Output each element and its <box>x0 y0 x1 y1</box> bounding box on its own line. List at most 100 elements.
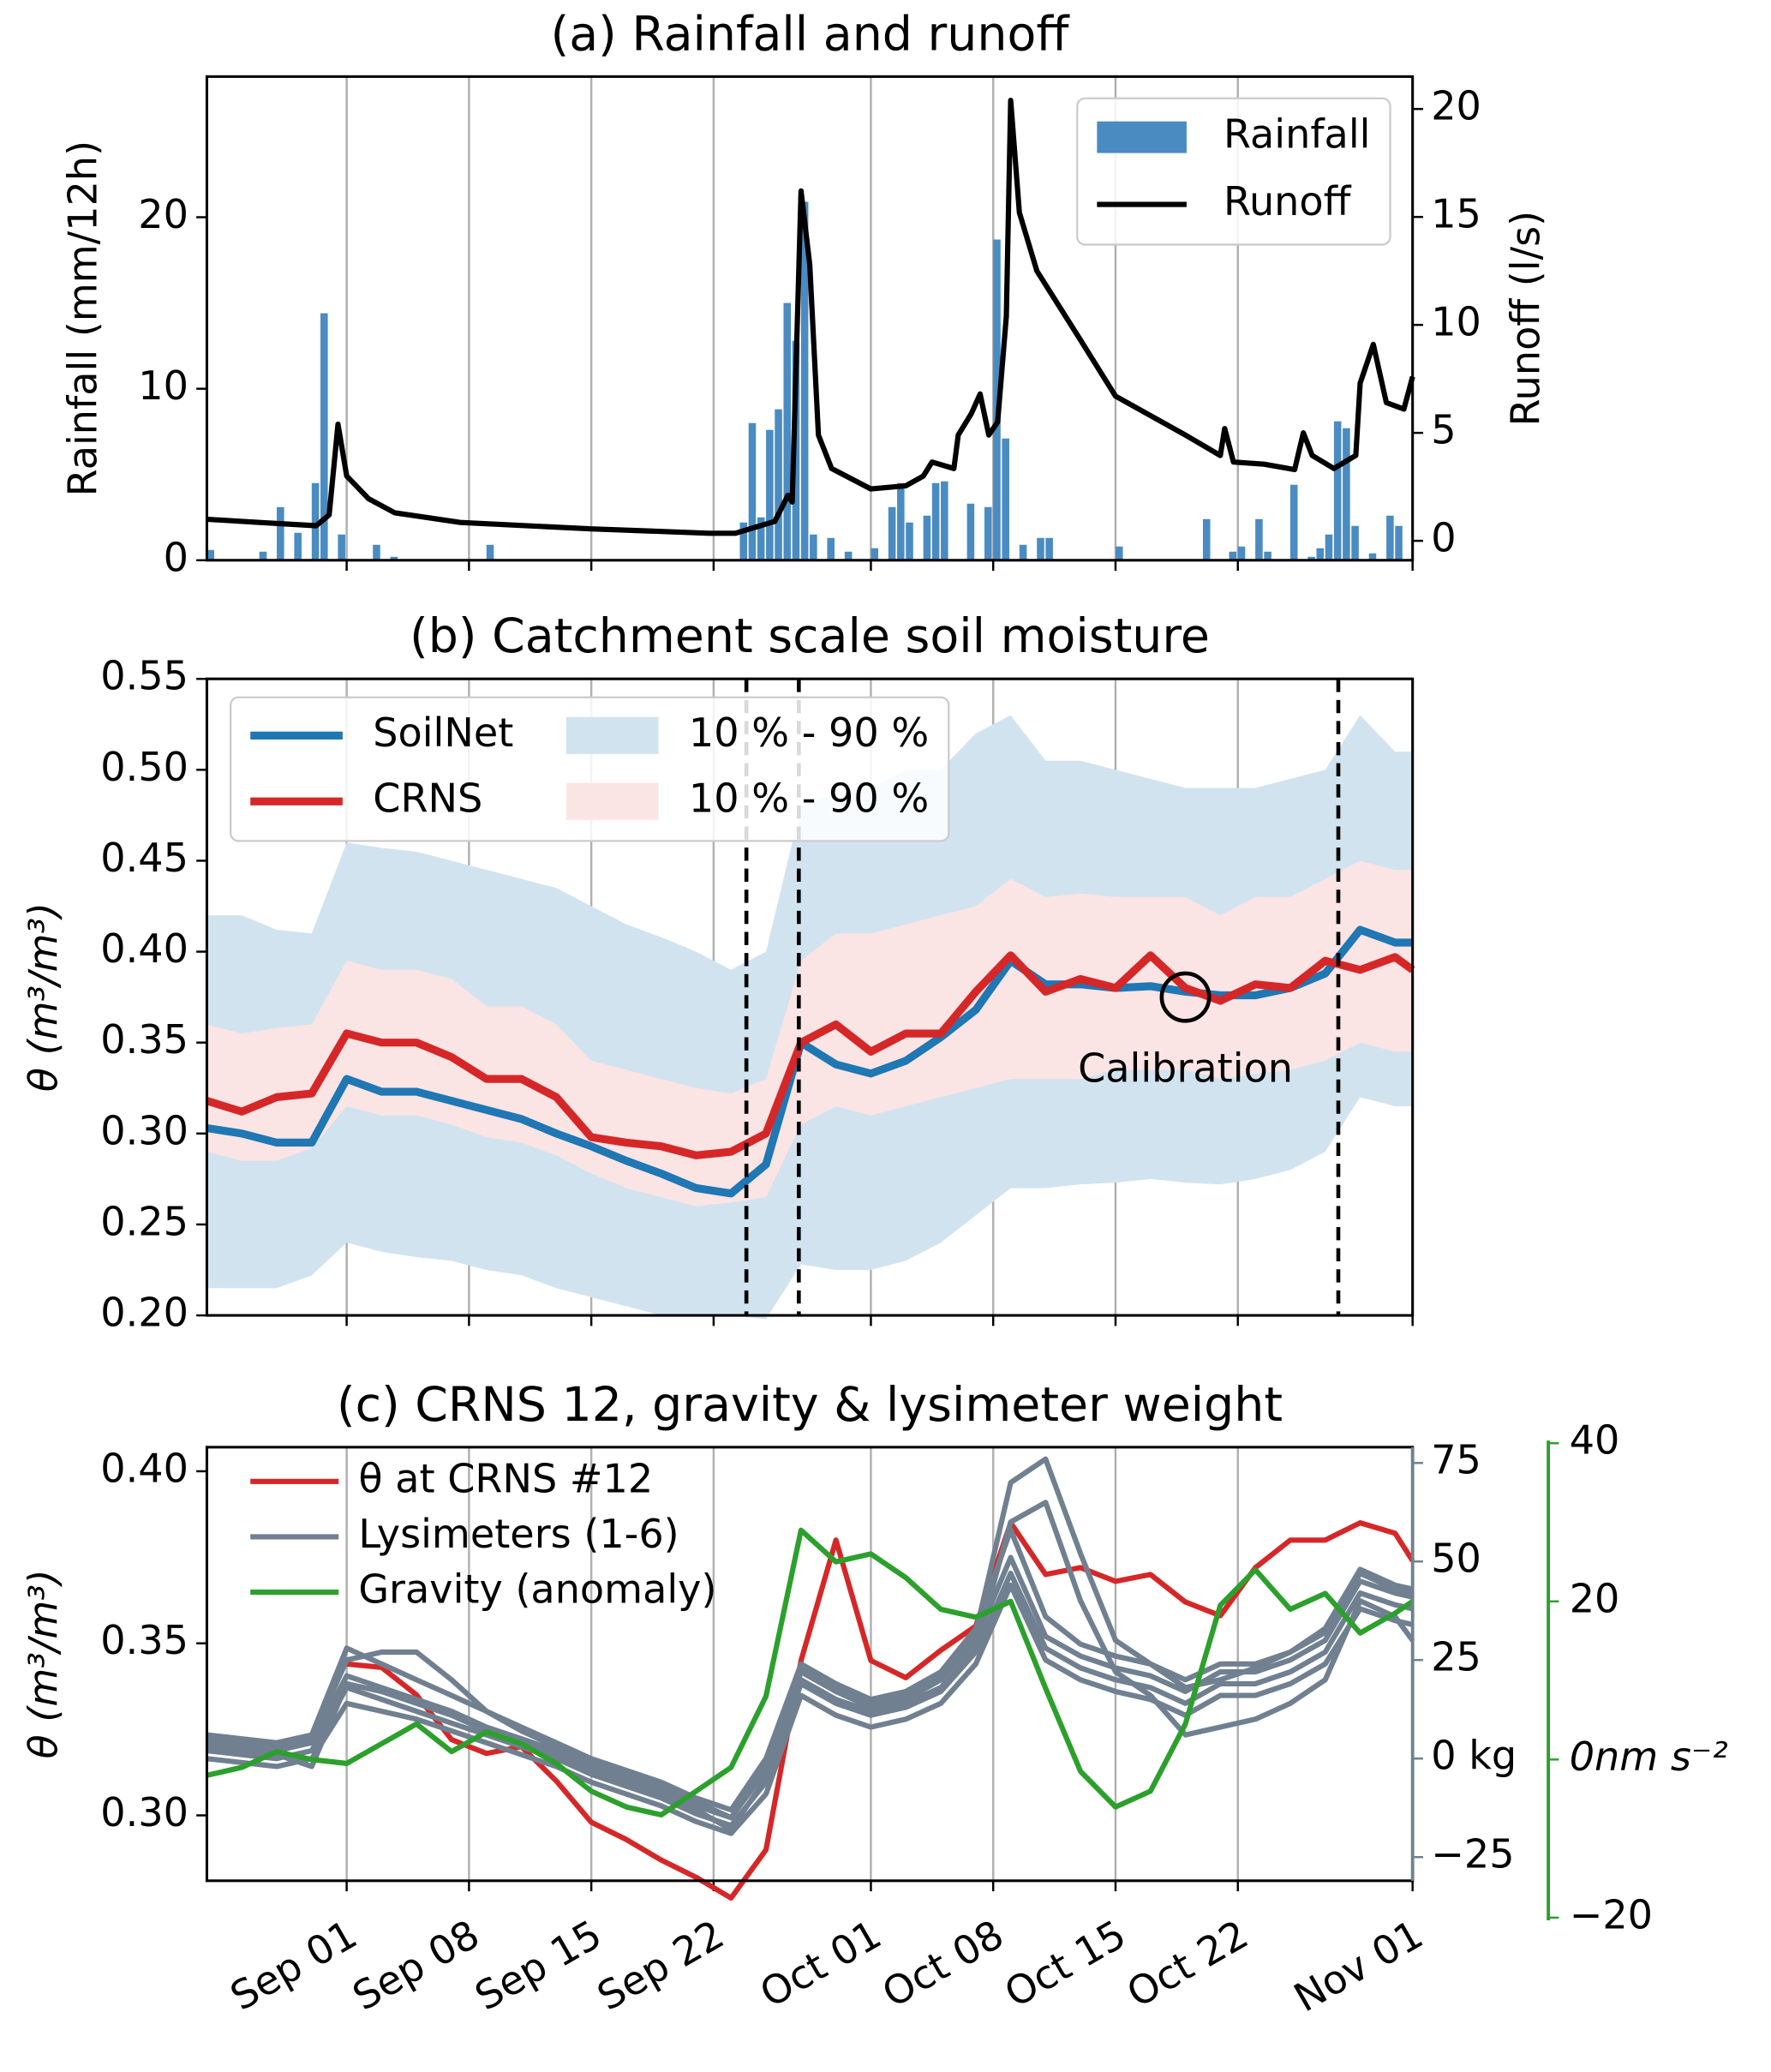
series-line <box>206 1500 1415 1833</box>
bar <box>311 482 320 560</box>
legend-label: CRNS <box>373 776 482 822</box>
legend-symbol <box>1097 121 1187 153</box>
bar <box>888 506 896 560</box>
bar <box>800 201 809 560</box>
y2-tick-label: −25 <box>1431 1831 1514 1877</box>
y2-tick-label: 15 <box>1431 191 1481 237</box>
bar <box>748 422 757 560</box>
bar <box>277 506 284 560</box>
plot-frame <box>205 677 1415 1317</box>
bar <box>783 302 792 560</box>
y3-tick-label: −20 <box>1570 1891 1653 1937</box>
y2-tick-label: 75 <box>1431 1437 1481 1483</box>
y3-tick-label: 20 <box>1570 1575 1620 1621</box>
y3-tick-label: 40 <box>1570 1417 1620 1464</box>
y-tick-label: 0.45 <box>100 835 188 881</box>
x-tick-label: Oct 22 <box>1119 1911 1256 2016</box>
y-tick-label: 0.35 <box>100 1016 188 1063</box>
bar <box>984 506 992 560</box>
bar <box>757 517 765 560</box>
legend-label: Lysimeters (1-6) <box>358 1511 679 1557</box>
legend-label: Runoff <box>1224 178 1352 225</box>
legend: θ at CRNS #12 Lysimeters (1-6) Gravity (an… <box>250 1455 716 1613</box>
bar <box>1202 518 1211 560</box>
x-tick-label: Nov 01 <box>1286 1911 1430 2021</box>
panel-title: (a) Rainfall and runoff <box>551 7 1071 62</box>
bar <box>206 549 215 560</box>
y2-tick-label: 20 <box>1431 83 1481 129</box>
legend-label: SoilNet <box>373 710 513 756</box>
bar <box>871 548 879 560</box>
bar <box>390 556 398 560</box>
bar <box>897 482 905 560</box>
series-line <box>206 1582 1414 1836</box>
bar <box>1229 551 1237 560</box>
legend-symbol <box>565 716 659 754</box>
annotation-circle <box>1159 971 1212 1023</box>
x-tick-label: Sep 01 <box>223 1911 365 2020</box>
y-tick-label: 0.40 <box>100 1445 188 1491</box>
y-tick-label: 0.25 <box>100 1198 188 1244</box>
y-tick-label: 0.50 <box>100 744 188 790</box>
bar <box>1351 525 1359 560</box>
bar <box>775 409 782 560</box>
bar <box>1325 534 1333 560</box>
bar <box>1045 537 1053 560</box>
bar <box>1115 546 1123 560</box>
bar <box>320 313 328 560</box>
y2-tick-label: 5 <box>1431 407 1456 453</box>
band <box>206 860 1413 1207</box>
bar <box>844 551 853 560</box>
y-tick-label: 10 <box>138 362 188 409</box>
legend: SoilNet CRNS 10 % - 90 % 10 % - 90 % <box>229 696 950 842</box>
x-tick-label: Sep 15 <box>467 1911 609 2020</box>
panel-title: (b) Catchment scale soil moisture <box>410 609 1210 664</box>
y2-tick-label: 25 <box>1431 1634 1481 1680</box>
bar <box>906 522 913 560</box>
y2-tick-label: 10 <box>1431 299 1481 345</box>
bar <box>1289 484 1298 560</box>
legend: Rainfall Runoff <box>1076 97 1391 246</box>
panel-title: (c) CRNS 12, gravity & lysimeter weight <box>337 1378 1283 1433</box>
legend-label: 10 % - 90 % <box>689 776 929 822</box>
legend-label: 10 % - 90 % <box>689 710 929 756</box>
x-tick-label: Sep 08 <box>345 1911 488 2020</box>
bar <box>766 429 774 560</box>
bar <box>810 534 817 560</box>
legend-label: Gravity (anomaly) <box>358 1566 716 1613</box>
y-tick-label: 0.55 <box>100 653 188 699</box>
bar <box>966 503 975 560</box>
bar <box>827 537 835 560</box>
series-line <box>206 1456 1414 1821</box>
y-tick-label: 0 <box>164 534 188 580</box>
y-tick-label: 0.30 <box>100 1107 188 1153</box>
bar <box>1264 551 1271 560</box>
y-tick-label: 0.30 <box>100 1789 188 1835</box>
bar <box>1002 438 1009 560</box>
plot-frame <box>205 75 1415 562</box>
y2-axis-label: Runoff (l/s) <box>1503 211 1549 426</box>
series-line <box>206 1554 1414 1821</box>
y-tick-label: 0.40 <box>100 925 188 972</box>
y-axis-label: θ (m³/m³) <box>20 1569 66 1758</box>
bar <box>1368 553 1377 560</box>
bar <box>1395 525 1403 560</box>
bar <box>1307 556 1315 560</box>
bar <box>1386 515 1394 560</box>
bar <box>931 482 940 560</box>
y-axis-label: θ (m³/m³) <box>20 902 66 1092</box>
series-line <box>206 1570 1414 1829</box>
y3-tick-label: 0nm s⁻² <box>1570 1734 1728 1780</box>
y2-tick-label: 50 <box>1431 1536 1481 1582</box>
bar <box>1316 548 1325 560</box>
y-tick-label: 0.20 <box>100 1290 188 1336</box>
series-line <box>206 97 1415 536</box>
bar <box>923 515 931 560</box>
bar <box>1333 421 1342 560</box>
y2-tick-label: 0 <box>1431 515 1456 561</box>
series-line <box>206 1527 1415 1818</box>
legend-symbol <box>565 782 659 820</box>
x-tick-label: Sep 22 <box>589 1911 732 2020</box>
